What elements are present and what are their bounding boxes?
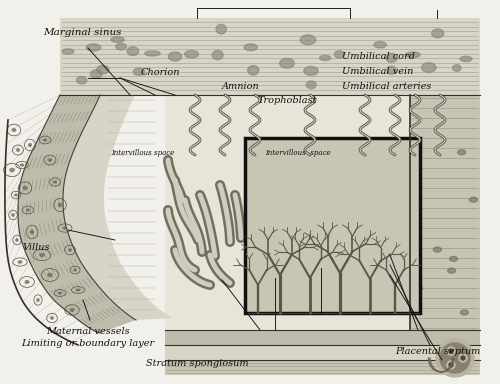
Ellipse shape [16,239,18,241]
Ellipse shape [460,56,472,61]
Polygon shape [165,95,410,330]
Ellipse shape [12,214,14,216]
Ellipse shape [184,50,198,58]
Ellipse shape [16,149,20,151]
Ellipse shape [458,150,466,155]
Ellipse shape [68,249,71,251]
Polygon shape [165,330,480,345]
Text: Limiting or boundary layer: Limiting or boundary layer [21,339,154,348]
Bar [245,138,420,313]
Ellipse shape [386,53,398,62]
Ellipse shape [30,230,34,234]
Text: Stratum spongiosum: Stratum spongiosum [146,359,249,368]
Ellipse shape [447,347,455,355]
Ellipse shape [459,354,467,362]
Text: Amnion: Amnion [222,81,260,91]
Ellipse shape [300,35,316,45]
Text: Villus: Villus [22,243,50,252]
Ellipse shape [111,37,124,42]
Text: Marginal sinus: Marginal sinus [44,28,122,37]
Polygon shape [63,95,172,320]
Ellipse shape [37,299,39,301]
Ellipse shape [18,261,22,263]
Ellipse shape [48,159,51,161]
Polygon shape [60,18,480,95]
Ellipse shape [374,41,386,48]
Ellipse shape [40,253,44,257]
Text: Maternal vessels: Maternal vessels [46,327,130,336]
Ellipse shape [434,247,442,252]
Ellipse shape [450,257,458,262]
Ellipse shape [24,187,26,190]
Ellipse shape [452,65,461,71]
Text: Intervillous space: Intervillous space [111,149,174,157]
Polygon shape [410,95,480,330]
Ellipse shape [25,281,29,283]
Ellipse shape [48,273,52,276]
Ellipse shape [461,356,465,360]
Ellipse shape [64,227,66,229]
Ellipse shape [248,66,259,75]
Ellipse shape [90,70,102,78]
Ellipse shape [86,44,101,51]
Ellipse shape [50,317,53,319]
Ellipse shape [96,65,109,74]
Ellipse shape [449,363,453,367]
Ellipse shape [334,51,344,58]
Ellipse shape [422,63,436,72]
Ellipse shape [145,51,160,56]
Ellipse shape [436,339,474,377]
Ellipse shape [116,43,126,50]
Polygon shape [18,95,136,333]
Polygon shape [165,360,480,375]
Ellipse shape [20,164,24,166]
Ellipse shape [44,139,46,141]
Ellipse shape [168,52,182,61]
Ellipse shape [440,343,470,373]
Ellipse shape [448,268,456,273]
Ellipse shape [460,310,468,315]
Ellipse shape [470,197,478,202]
Ellipse shape [449,349,453,353]
Ellipse shape [447,361,455,369]
Ellipse shape [12,129,16,131]
Ellipse shape [134,68,144,75]
Ellipse shape [62,49,74,54]
Ellipse shape [387,66,396,74]
Ellipse shape [280,58,294,68]
Ellipse shape [28,144,32,146]
Ellipse shape [127,47,138,56]
Text: Placental septum: Placental septum [395,348,480,356]
Ellipse shape [432,29,444,38]
Ellipse shape [320,55,331,60]
Text: Umbilical vein: Umbilical vein [342,67,414,76]
Text: Chorion: Chorion [140,68,180,78]
Ellipse shape [414,286,422,291]
Ellipse shape [58,292,61,294]
Text: Umbilical cord: Umbilical cord [342,52,415,61]
Ellipse shape [74,269,76,271]
Ellipse shape [304,66,318,75]
Ellipse shape [15,194,17,196]
Ellipse shape [58,204,61,207]
Ellipse shape [406,52,420,58]
Ellipse shape [306,81,316,89]
Text: Trophoblast: Trophoblast [258,96,318,105]
Ellipse shape [216,24,226,34]
Ellipse shape [212,50,223,60]
Ellipse shape [76,289,80,291]
Ellipse shape [413,163,421,168]
Polygon shape [165,345,480,360]
Ellipse shape [26,209,30,211]
Text: Intervillous  space: Intervillous space [265,149,330,157]
Ellipse shape [244,44,258,51]
Ellipse shape [10,168,14,172]
Text: Umbilical arteries: Umbilical arteries [342,81,432,91]
Ellipse shape [70,309,74,311]
Ellipse shape [76,76,87,84]
Ellipse shape [54,181,56,183]
